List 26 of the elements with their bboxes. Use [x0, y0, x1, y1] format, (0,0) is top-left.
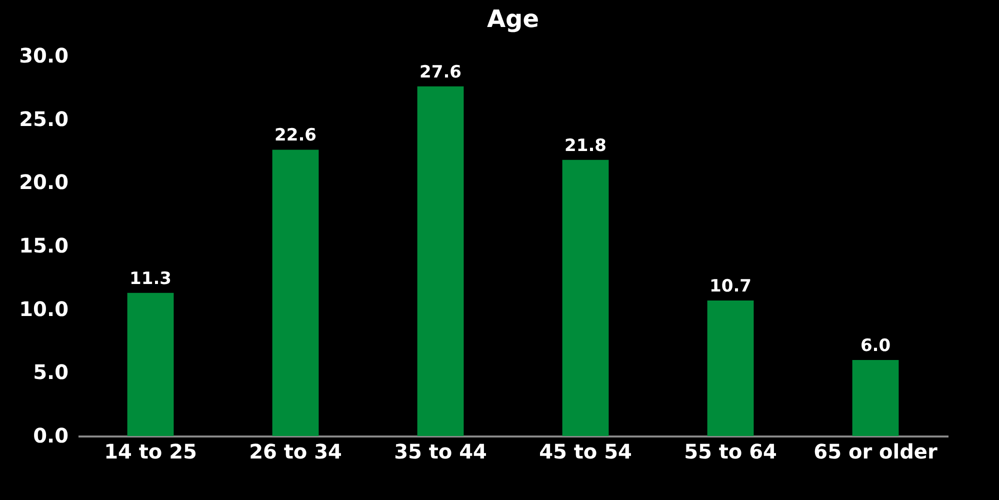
data-label: 22.6	[274, 126, 316, 146]
x-tick-label: 14 to 25	[104, 440, 197, 464]
bar	[127, 292, 174, 436]
data-label: 21.8	[564, 136, 606, 156]
y-tick-label: 15.0	[19, 234, 68, 258]
bar	[707, 300, 754, 436]
x-tick-label: 55 to 64	[684, 440, 777, 464]
bar	[417, 86, 464, 436]
bar	[852, 360, 899, 436]
y-tick-label: 25.0	[19, 106, 68, 131]
bar	[272, 150, 319, 436]
y-tick-label: 0.0	[33, 424, 68, 448]
x-tick-label: 65 or older	[814, 440, 938, 464]
x-tick-label: 26 to 34	[249, 440, 342, 464]
data-label: 6.0	[860, 336, 891, 356]
x-tick-label: 45 to 54	[539, 440, 632, 464]
data-label: 10.7	[710, 276, 752, 296]
chart-title: Age	[486, 5, 540, 33]
data-label: 11.3	[130, 268, 172, 289]
y-tick-label: 5.0	[33, 360, 68, 384]
y-tick-label: 10.0	[19, 296, 68, 321]
x-tick-label: 35 to 44	[394, 440, 487, 464]
y-tick-label: 30.0	[19, 44, 68, 68]
bar	[562, 160, 609, 436]
data-label: 27.6	[420, 62, 462, 82]
y-tick-label: 20.0	[19, 170, 68, 194]
